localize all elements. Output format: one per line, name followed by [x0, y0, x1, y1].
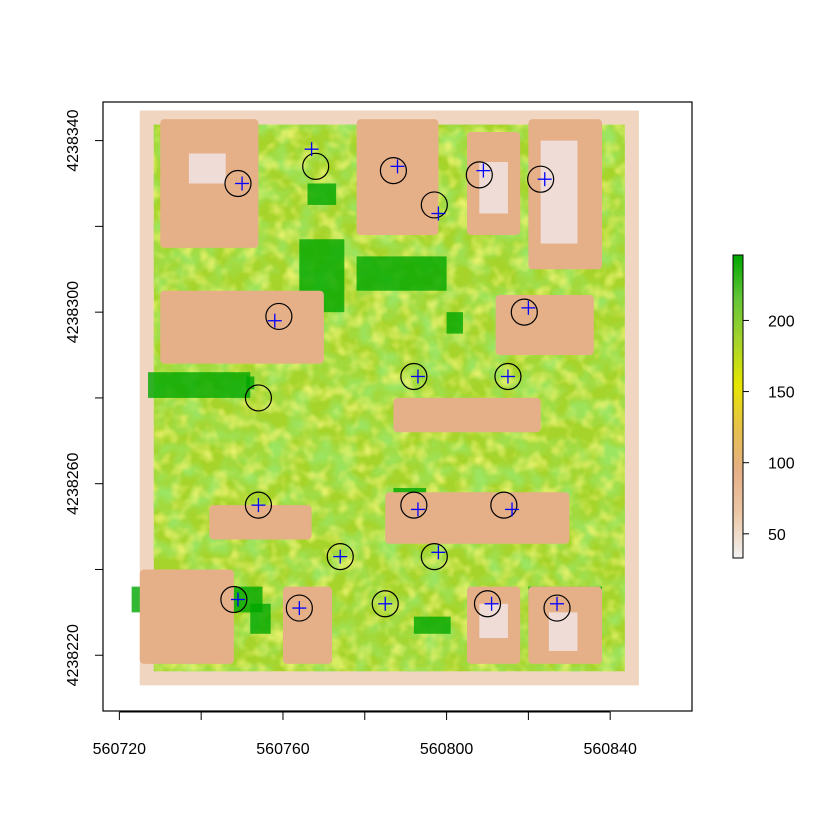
pale-roof-zone [188, 153, 226, 184]
y-axis: 4238220 4238260 4238300 4238340 [65, 109, 104, 686]
building-footprint [393, 397, 541, 433]
circle-marker [420, 543, 448, 571]
bright-vegetation-zone [147, 372, 251, 398]
circle-marker [400, 362, 428, 391]
circle-marker [465, 161, 493, 189]
circle-marker [302, 152, 330, 180]
circle-marker [400, 491, 428, 519]
bright-vegetation-zone [356, 256, 447, 291]
circle-marker [420, 191, 448, 219]
circle-marker [543, 594, 571, 622]
cross-marker [304, 142, 319, 157]
x-tick-label: 560840 [583, 741, 636, 758]
building-footprint [209, 505, 312, 540]
circle-marker [379, 157, 408, 185]
x-tick-label: 560800 [420, 741, 473, 758]
bright-vegetation-zone [446, 312, 463, 334]
circle-marker [494, 362, 522, 391]
circle-marker [527, 165, 555, 193]
cross-marker [333, 549, 348, 564]
y-tick-label: 4238260 [65, 452, 82, 514]
circle-marker [510, 298, 538, 326]
point-markers [220, 142, 571, 622]
heatmap-raster [131, 110, 639, 686]
circle-marker [285, 594, 313, 622]
building-footprint [282, 586, 333, 664]
y-tick-label: 4238340 [65, 109, 82, 171]
cross-marker [500, 369, 515, 384]
circle-marker [371, 590, 399, 618]
colorbar-tick-label: 50 [768, 527, 786, 544]
building-footprint [495, 294, 594, 356]
cross-marker [390, 159, 405, 174]
building-footprint [160, 290, 324, 364]
y-tick-label: 4238220 [65, 624, 82, 686]
cross-marker [410, 369, 425, 384]
cross-marker [267, 313, 282, 328]
circle-marker [220, 585, 248, 614]
bright-vegetation-zone [246, 376, 255, 390]
cross-marker [505, 502, 520, 517]
bright-vegetation-zone [413, 616, 451, 634]
bright-vegetation-zone [307, 183, 337, 205]
bright-vegetation-zone [250, 603, 271, 634]
cross-marker [431, 545, 446, 560]
x-axis: 560720 560760 560800 560840 [93, 711, 637, 758]
x-tick-label: 560760 [256, 741, 309, 758]
circle-marker [224, 169, 252, 198]
y-tick-label: 4238300 [65, 281, 82, 343]
colorbar-tick-label: 100 [768, 456, 795, 473]
cross-marker [251, 498, 266, 513]
circle-marker [265, 302, 293, 331]
cross-marker [521, 300, 536, 315]
building-footprint [356, 119, 439, 235]
cross-marker [410, 502, 425, 517]
colorbar-legend: 50 100 150 200 [732, 254, 795, 559]
circle-marker [244, 384, 273, 412]
cross-marker [550, 596, 565, 611]
circle-marker [473, 590, 502, 618]
colorbar-tick-label: 200 [768, 313, 795, 330]
cross-marker [292, 601, 307, 616]
circle-marker [244, 491, 273, 519]
pale-roof-zone [540, 140, 578, 244]
cross-marker [484, 596, 499, 611]
pale-roof-zone [479, 603, 508, 639]
cross-marker [230, 592, 245, 607]
cross-marker [537, 172, 552, 187]
cross-marker [431, 206, 446, 221]
pale-roof-zone [548, 612, 578, 651]
cross-marker [235, 176, 250, 191]
building-footprint [139, 569, 234, 664]
x-tick-label: 560720 [93, 741, 146, 758]
colorbar-tick-label: 150 [768, 385, 795, 402]
circle-marker [490, 491, 518, 519]
colorbar-bar [732, 254, 744, 559]
cross-marker [378, 596, 393, 611]
circle-marker [326, 543, 354, 571]
building-footprint [385, 492, 570, 544]
cross-marker [476, 163, 491, 178]
